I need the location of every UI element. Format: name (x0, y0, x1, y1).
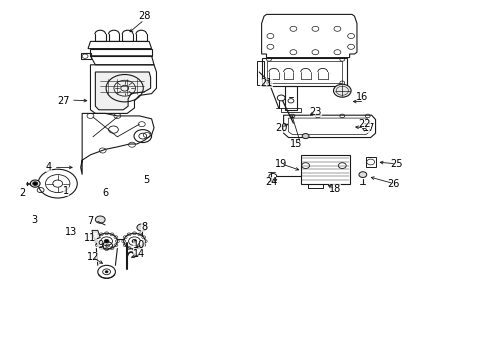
Text: 13: 13 (64, 227, 77, 237)
Text: 26: 26 (386, 179, 399, 189)
Bar (281, 108, 300, 112)
Text: 8: 8 (141, 222, 147, 232)
Text: 12: 12 (86, 252, 99, 262)
Text: 18: 18 (328, 184, 341, 194)
Text: 2: 2 (19, 188, 25, 198)
Text: 5: 5 (143, 175, 149, 185)
Bar (261, 58, 346, 86)
Circle shape (132, 239, 137, 243)
Text: 19: 19 (274, 159, 287, 169)
Circle shape (358, 172, 366, 177)
Text: 6: 6 (102, 188, 108, 198)
Text: 21: 21 (260, 78, 272, 88)
Bar (256, 61, 264, 85)
Text: 20: 20 (274, 123, 287, 133)
Circle shape (137, 224, 146, 231)
Bar (365, 157, 375, 167)
Circle shape (33, 182, 38, 185)
Text: 16: 16 (355, 92, 367, 102)
Bar (266, 61, 342, 83)
Text: 10: 10 (133, 240, 145, 250)
Text: 7: 7 (87, 216, 93, 226)
Text: 4: 4 (46, 162, 52, 172)
Text: 25: 25 (389, 159, 402, 169)
Text: 17: 17 (362, 123, 375, 133)
Bar (307, 184, 322, 188)
Text: 27: 27 (57, 96, 70, 106)
Text: 11: 11 (84, 233, 97, 243)
Circle shape (333, 84, 350, 97)
Polygon shape (95, 72, 150, 110)
Circle shape (105, 271, 108, 273)
Text: 9: 9 (97, 240, 103, 250)
Text: 28: 28 (138, 11, 150, 21)
Text: 23: 23 (308, 107, 321, 117)
Circle shape (30, 180, 40, 187)
Text: 24: 24 (264, 177, 277, 187)
Text: 1: 1 (63, 186, 69, 196)
Polygon shape (92, 230, 100, 239)
Bar (300, 155, 349, 184)
Bar (81, 53, 91, 59)
Bar (90, 49, 151, 56)
Circle shape (95, 216, 105, 223)
Text: 15: 15 (289, 139, 302, 149)
Text: 14: 14 (133, 249, 145, 259)
Text: 22: 22 (357, 119, 370, 129)
Circle shape (104, 239, 109, 243)
Text: 3: 3 (31, 215, 37, 225)
Bar (284, 86, 296, 110)
Circle shape (302, 134, 308, 139)
